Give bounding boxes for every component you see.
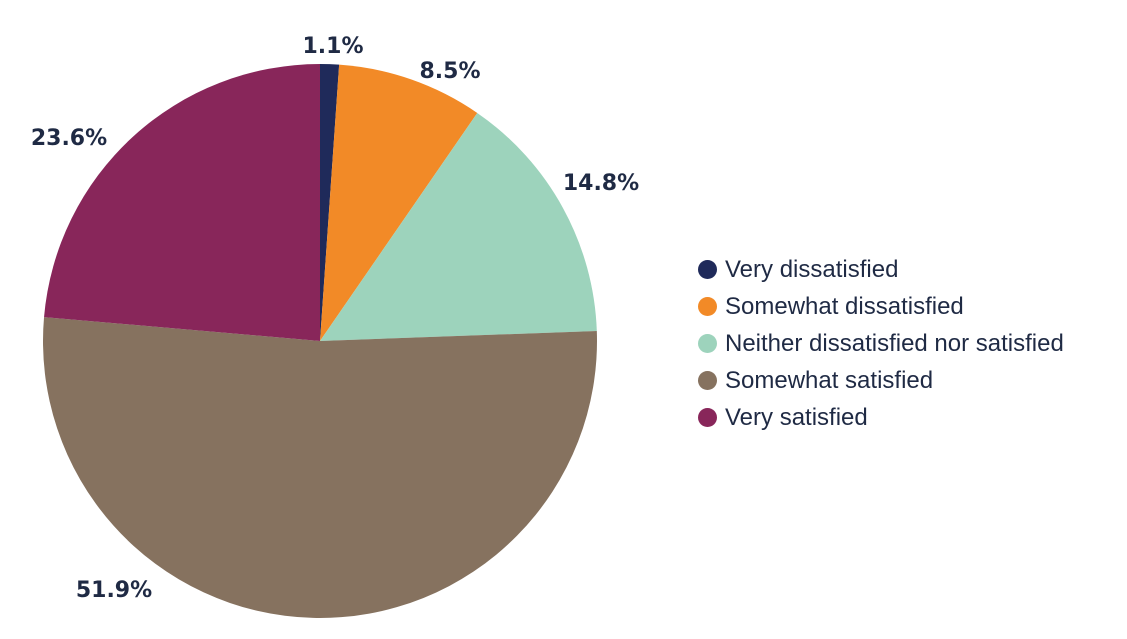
pie-data-labels: 1.1% 8.5% 14.8% 51.9% 23.6% [31, 34, 639, 603]
legend-item-somewhat-satisfied: Somewhat satisfied [698, 362, 1064, 399]
legend-swatch [698, 260, 717, 279]
legend-item-very-satisfied: Very satisfied [698, 399, 1064, 436]
legend-item-very-dissatisfied: Very dissatisfied [698, 251, 1064, 288]
pie-slice-very-dissatisfied [320, 64, 340, 341]
data-label-somewhat-dissatisfied: 8.5% [419, 59, 480, 84]
pie-slice-very-satisfied [44, 64, 320, 341]
legend-label: Very satisfied [725, 403, 868, 431]
legend-swatch [698, 297, 717, 316]
data-label-very-satisfied: 23.6% [31, 126, 107, 151]
chart-legend: Very dissatisfied Somewhat dissatisfied Ne… [698, 251, 1064, 436]
data-label-very-dissatisfied: 1.1% [302, 34, 363, 59]
legend-label: Somewhat satisfied [725, 366, 934, 394]
legend-swatch [698, 334, 717, 353]
pie-slice-somewhat-satisfied [43, 317, 598, 618]
data-label-neither-dissatisfied-nor-satisfied: 14.8% [563, 171, 639, 196]
legend-label: Very dissatisfied [725, 255, 899, 283]
legend-label: Somewhat dissatisfied [725, 292, 964, 320]
legend-swatch [698, 371, 717, 390]
legend-item-neither-dissatisfied-nor-satisfied: Neither dissatisfied nor satisfied [698, 325, 1064, 362]
legend-label: Neither dissatisfied nor satisfied [725, 329, 1064, 357]
data-label-somewhat-satisfied: 51.9% [76, 578, 152, 603]
pie-slices [43, 64, 598, 618]
pie-slice-somewhat-dissatisfied [320, 64, 478, 341]
legend-item-somewhat-dissatisfied: Somewhat dissatisfied [698, 288, 1064, 325]
pie-slice-neither-dissatisfied-nor-satisfied [320, 112, 597, 342]
legend-swatch [698, 408, 717, 427]
